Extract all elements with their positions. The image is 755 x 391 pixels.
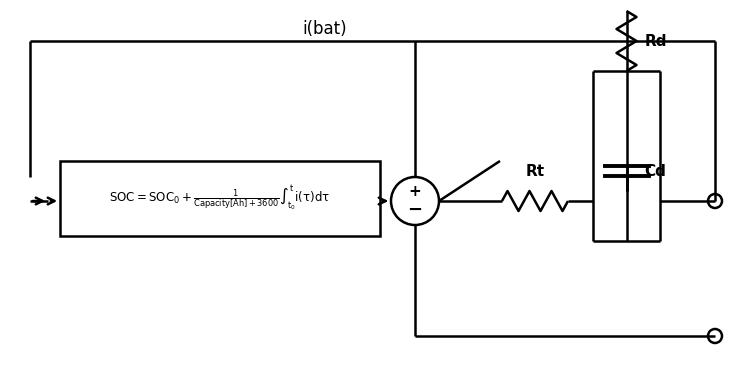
Text: Cd: Cd	[645, 163, 667, 179]
Text: Rd: Rd	[645, 34, 667, 48]
Text: i(bat): i(bat)	[302, 20, 347, 38]
Text: −: −	[408, 201, 423, 219]
FancyBboxPatch shape	[60, 161, 380, 236]
Text: Rt: Rt	[525, 164, 544, 179]
Text: +: +	[408, 185, 421, 199]
Text: $\mathrm{SOC = SOC_0 + \frac{1}{Capacity[Ah] + 3600}\int_{t_0}^{t} i(\tau)d\tau}: $\mathrm{SOC = SOC_0 + \frac{1}{Capacity…	[109, 184, 331, 213]
